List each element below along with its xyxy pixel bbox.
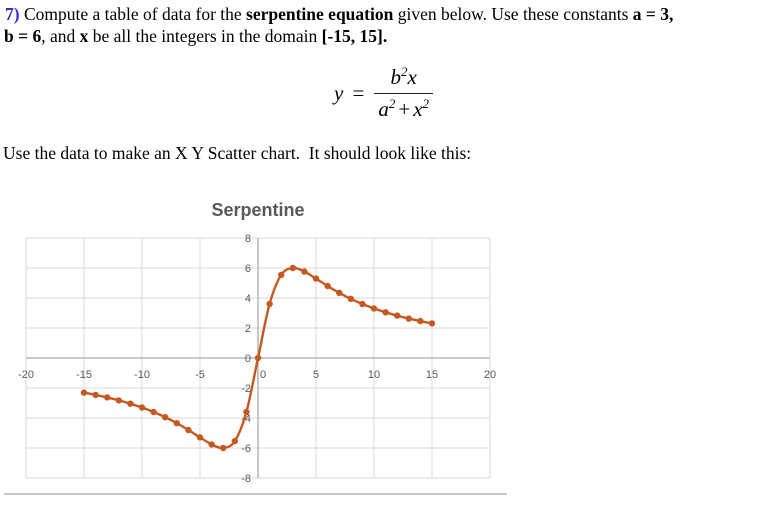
data-point — [162, 414, 169, 421]
x-tick-label: 5 — [313, 369, 319, 381]
x-tick-label: -10 — [134, 369, 150, 381]
x-tick-label: -20 — [18, 369, 34, 381]
data-point — [347, 295, 354, 302]
data-point — [394, 312, 401, 319]
data-point — [243, 408, 250, 416]
y-tick-label: -2 — [241, 383, 251, 395]
data-point — [185, 426, 192, 434]
data-point — [231, 437, 238, 445]
x-tick-label: -5 — [195, 369, 205, 381]
problem-text: given below. Use these constants — [393, 4, 633, 24]
formula-b: b — [390, 65, 402, 89]
y-tick-label: -8 — [241, 473, 251, 485]
problem-text: Compute a table of data for the — [23, 4, 247, 24]
data-point — [138, 404, 146, 411]
y-tick-label: 8 — [245, 233, 251, 245]
problem-statement-line2: b = 6, and x be all the integers in the … — [4, 25, 387, 47]
problem-text-bold-a-equals-3: a = 3, — [632, 4, 674, 24]
formula-x-exponent: 2 — [422, 96, 430, 111]
serpentine-chart: Serpentine -20 -15 -10 -5 0 5 10 15 20 -8 -6 -4 -2 0 2… — [0, 188, 540, 500]
data-point — [359, 300, 366, 308]
formula-b-exponent: 2 — [401, 64, 408, 79]
y-tick-label: -6 — [241, 443, 251, 455]
data-point — [405, 315, 412, 322]
problem-text-bold-x: x — [79, 26, 89, 46]
y-tick-label: 0 — [245, 353, 251, 365]
y-tick-label: 4 — [245, 293, 251, 305]
x-tick-label: 20 — [484, 369, 496, 381]
formula-num-x: x — [407, 65, 417, 89]
x-tick-label: 15 — [426, 369, 438, 381]
formula-a: a — [378, 97, 389, 121]
data-point — [104, 394, 111, 401]
bottom-separator-line — [4, 493, 507, 495]
data-point — [301, 268, 308, 275]
data-point — [254, 354, 262, 362]
data-point — [417, 317, 424, 325]
x-tick-label: -15 — [76, 369, 92, 381]
data-point — [336, 289, 343, 296]
formula-a-exponent: 2 — [388, 96, 396, 111]
data-point — [92, 391, 99, 399]
formula-lhs: y = — [334, 81, 366, 106]
data-point — [127, 400, 134, 407]
problem-text-bold-serpentine-equation: serpentine equation — [246, 4, 394, 24]
problem-text: be all the integers in the domain — [88, 26, 322, 46]
data-point — [382, 309, 389, 316]
data-point — [312, 275, 320, 282]
data-point — [208, 441, 215, 448]
formula-denominator: a2 + x2 — [374, 94, 433, 122]
formula-den-x: x — [413, 97, 423, 121]
data-point — [278, 271, 285, 279]
data-series-layer — [80, 264, 436, 452]
y-tick-label: 2 — [245, 323, 251, 335]
formula-numerator: b2x — [374, 64, 434, 94]
problem-text-bold-domain: [-15, 15]. — [321, 26, 388, 46]
data-point — [173, 420, 180, 427]
serpentine-equation-formula: y = b2x a2 + x2 — [0, 64, 767, 122]
problem-text-bold-b-equals-6: b = 6 — [4, 26, 42, 46]
problem-statement-line1: 7) Compute a table of data for the serpe… — [5, 3, 673, 25]
problem-number: 7) — [5, 4, 24, 24]
x-tick-label: 10 — [368, 369, 380, 381]
data-point — [324, 282, 331, 290]
formula-fraction: b2x a2 + x2 — [374, 64, 434, 122]
data-point — [196, 434, 204, 441]
data-point — [80, 389, 88, 396]
formula-y: y — [333, 80, 346, 105]
formula-equals: = — [352, 80, 367, 105]
chart-title: Serpentine — [211, 200, 304, 220]
formula-plus: + — [398, 97, 411, 121]
data-point — [370, 305, 378, 312]
data-point — [115, 397, 123, 404]
problem-text: , and — [41, 26, 80, 46]
data-point — [150, 408, 157, 416]
x-tick-label: 0 — [260, 369, 266, 381]
y-tick-label: 6 — [245, 263, 251, 275]
data-point — [428, 320, 436, 327]
data-point — [266, 300, 273, 308]
y-tick-label: -4 — [241, 413, 251, 425]
instruction-text: Use the data to make an X Y Scatter char… — [3, 143, 472, 163]
serpentine-chart-svg: Serpentine -20 -15 -10 -5 0 5 10 15 20-8-6-4-202… — [18, 200, 496, 485]
data-point — [220, 444, 227, 452]
data-point — [289, 264, 296, 272]
